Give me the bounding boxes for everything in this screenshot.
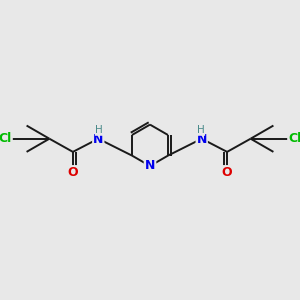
Text: Cl: Cl — [288, 132, 300, 145]
Text: H: H — [95, 125, 103, 135]
Text: O: O — [68, 166, 78, 179]
Text: N: N — [145, 160, 155, 172]
Text: H: H — [197, 125, 205, 135]
Text: Cl: Cl — [0, 132, 12, 145]
Text: N: N — [93, 133, 104, 146]
Text: N: N — [145, 160, 155, 172]
Text: N: N — [196, 133, 207, 146]
Text: O: O — [222, 166, 232, 179]
